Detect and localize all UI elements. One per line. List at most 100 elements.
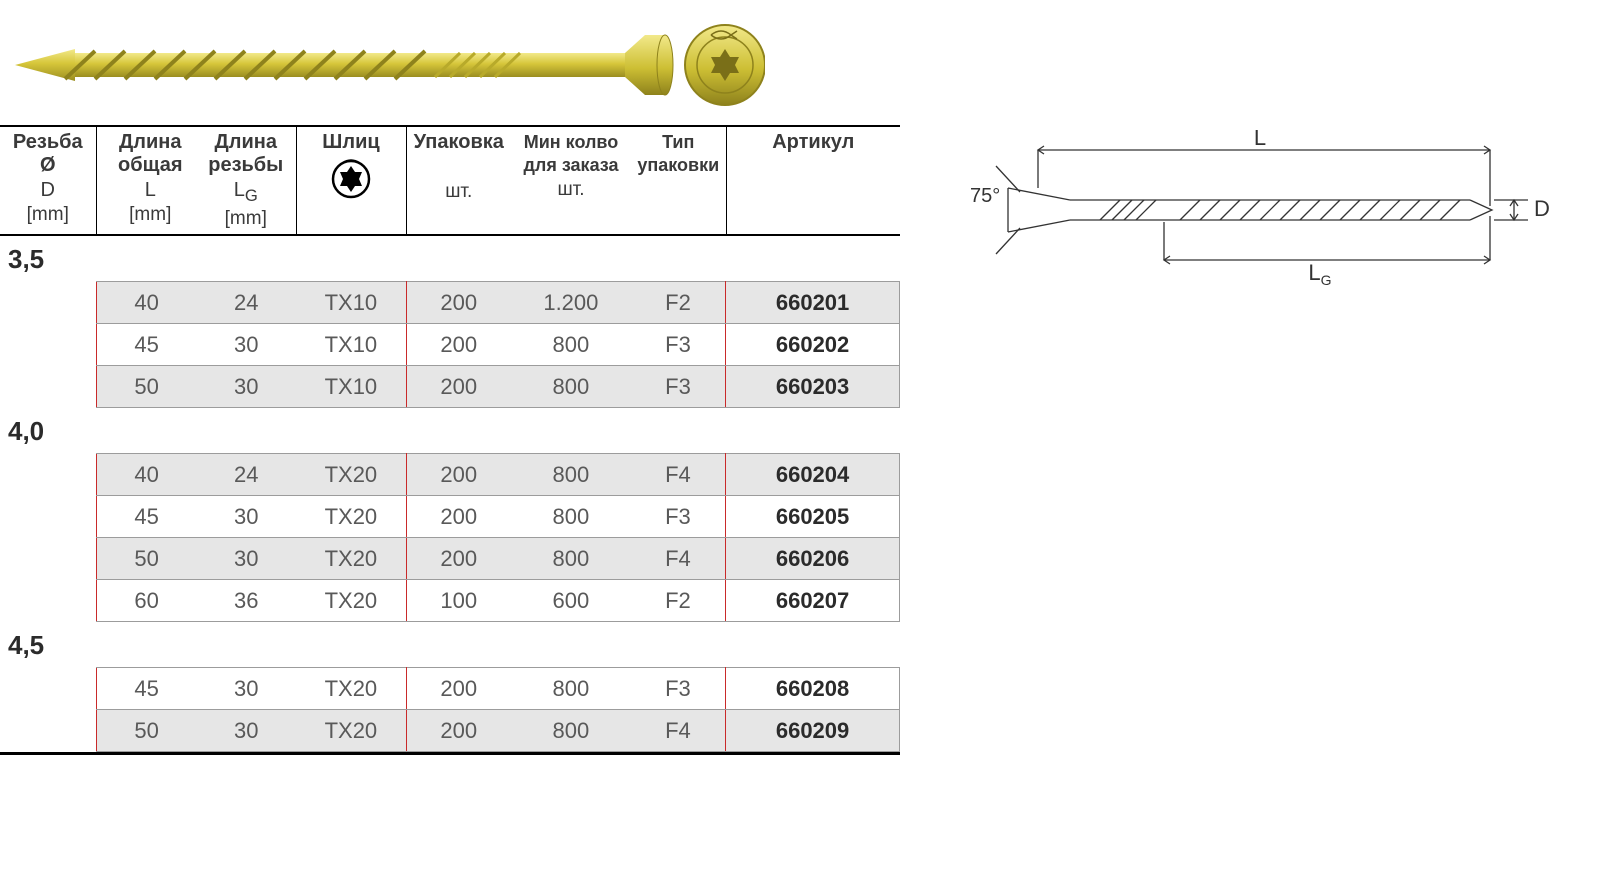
cell-article: 660205 [726, 496, 900, 538]
cell-article: 660202 [726, 324, 900, 366]
svg-text:LG: LG [1308, 260, 1331, 288]
diag-LG-sub: G [1321, 272, 1332, 288]
cell-LG: 24 [196, 282, 296, 324]
cell-TX: TX20 [296, 454, 406, 496]
cell-article: 660209 [726, 710, 900, 752]
cell-L: 40 [97, 282, 197, 324]
cell-ptype: F3 [631, 366, 726, 408]
diag-D: D [1534, 196, 1550, 221]
cell-LG: 36 [196, 580, 296, 622]
cell-article: 660204 [726, 454, 900, 496]
cell-pack: 200 [406, 366, 511, 408]
cell-ptype: F3 [631, 496, 726, 538]
cell-TX: TX20 [296, 580, 406, 622]
table-bottom-line [0, 752, 900, 755]
product-image [5, 5, 1600, 125]
cell-pack: 200 [406, 538, 511, 580]
cell-LG: 24 [196, 454, 296, 496]
hdr-slot: Шлиц [322, 131, 379, 153]
table-row: 5030TX20200800F4660206 [97, 538, 900, 580]
cell-L: 50 [97, 538, 197, 580]
hdr-lg-unit: [mm] [198, 208, 294, 230]
hdr-ptype: Тип упаковки [637, 132, 719, 175]
cell-LG: 30 [196, 366, 296, 408]
cell-min: 800 [511, 324, 631, 366]
cell-L: 40 [97, 454, 197, 496]
hdr-len-sub: L [103, 179, 199, 202]
table-row: 4530TX20200800F3660205 [97, 496, 900, 538]
cell-TX: TX10 [296, 324, 406, 366]
torx-icon [330, 158, 372, 206]
cell-min: 1.200 [511, 282, 631, 324]
spec-table: Резьба Ø D [mm] Длина общая L [mm] [0, 125, 900, 755]
cell-LG: 30 [196, 710, 296, 752]
table-header: Резьба Ø D [mm] Длина общая L [mm] [0, 125, 900, 236]
table-row: 4530TX20200800F3660208 [97, 668, 900, 710]
group-table: 4024TX102001.200F26602014530TX10200800F3… [96, 281, 900, 408]
table-row: 4024TX20200800F4660204 [97, 454, 900, 496]
cell-article: 660208 [726, 668, 900, 710]
hdr-d-sym: Ø [40, 154, 56, 176]
cell-L: 50 [97, 710, 197, 752]
cell-ptype: F4 [631, 710, 726, 752]
dimension-diagram: 75° L LG D [930, 125, 1570, 295]
cell-L: 45 [97, 668, 197, 710]
cell-TX: TX20 [296, 668, 406, 710]
cell-article: 660203 [726, 366, 900, 408]
cell-min: 800 [511, 538, 631, 580]
group-table: 4024TX20200800F46602044530TX20200800F366… [96, 453, 900, 622]
hdr-pack: Упаковка [414, 131, 504, 153]
hdr-pack-unit: шт. [409, 181, 510, 203]
hdr-art: Артикул [772, 131, 854, 153]
diag-LG: L [1308, 260, 1320, 285]
cell-ptype: F2 [631, 580, 726, 622]
cell-TX: TX10 [296, 282, 406, 324]
cell-LG: 30 [196, 324, 296, 366]
cell-L: 60 [97, 580, 197, 622]
hdr-len: Длина общая [118, 131, 182, 176]
cell-TX: TX20 [296, 710, 406, 752]
diag-angle: 75° [970, 185, 1000, 207]
cell-ptype: F2 [631, 282, 726, 324]
group-heading: 3,5 [0, 236, 900, 281]
group-heading: 4,5 [0, 622, 900, 667]
cell-TX: TX20 [296, 496, 406, 538]
table-row: 6036TX20100600F2660207 [97, 580, 900, 622]
cell-min: 800 [511, 710, 631, 752]
cell-pack: 200 [406, 496, 511, 538]
cell-ptype: F4 [631, 454, 726, 496]
cell-LG: 30 [196, 496, 296, 538]
cell-pack: 200 [406, 454, 511, 496]
cell-article: 660201 [726, 282, 900, 324]
hdr-min: Мин колво для заказа [523, 132, 618, 175]
table-row: 5030TX20200800F4660209 [97, 710, 900, 752]
hdr-lg-sub: L [234, 179, 245, 201]
cell-L: 50 [97, 366, 197, 408]
cell-min: 800 [511, 668, 631, 710]
cell-pack: 200 [406, 668, 511, 710]
cell-ptype: F3 [631, 324, 726, 366]
cell-pack: 200 [406, 282, 511, 324]
hdr-d-unit: [mm] [2, 204, 94, 226]
hdr-min-unit: шт. [513, 179, 629, 201]
cell-L: 45 [97, 496, 197, 538]
cell-TX: TX10 [296, 366, 406, 408]
cell-ptype: F3 [631, 668, 726, 710]
table-row: 4024TX102001.200F2660201 [97, 282, 900, 324]
hdr-lg: Длина резьбы [208, 131, 283, 176]
hdr-d: Резьба [13, 131, 83, 153]
group-table: 4530TX20200800F36602085030TX20200800F466… [96, 667, 900, 752]
table-row: 5030TX10200800F3660203 [97, 366, 900, 408]
cell-min: 800 [511, 496, 631, 538]
diag-L: L [1254, 130, 1266, 150]
cell-pack: 200 [406, 710, 511, 752]
cell-LG: 30 [196, 668, 296, 710]
cell-L: 45 [97, 324, 197, 366]
cell-article: 660207 [726, 580, 900, 622]
cell-pack: 100 [406, 580, 511, 622]
cell-TX: TX20 [296, 538, 406, 580]
hdr-len-unit: [mm] [103, 204, 199, 226]
cell-LG: 30 [196, 538, 296, 580]
hdr-d-sub: D [2, 179, 94, 202]
cell-article: 660206 [726, 538, 900, 580]
